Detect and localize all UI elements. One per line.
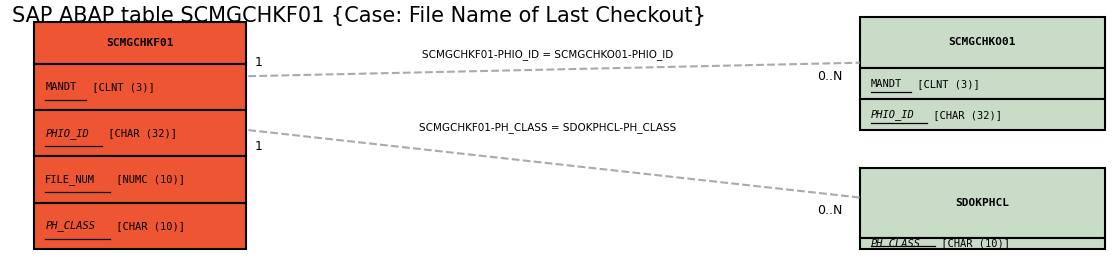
Bar	[35, 110, 246, 156]
Bar	[860, 68, 1105, 99]
Bar	[860, 99, 1105, 130]
Text: 1: 1	[255, 56, 262, 69]
Text: 0..N: 0..N	[818, 70, 843, 83]
Bar	[860, 238, 1105, 249]
Text: [CHAR (32)]: [CHAR (32)]	[927, 109, 1002, 120]
Text: SCMGCHKO01: SCMGCHKO01	[948, 37, 1016, 47]
Bar	[860, 168, 1105, 238]
Bar	[35, 64, 246, 110]
Text: SCMGCHKF01: SCMGCHKF01	[106, 38, 174, 48]
Bar	[860, 17, 1105, 68]
Text: SCMGCHKF01-PHIO_ID = SCMGCHKO01-PHIO_ID: SCMGCHKF01-PHIO_ID = SCMGCHKO01-PHIO_ID	[422, 49, 672, 60]
Text: 0..N: 0..N	[818, 205, 843, 218]
Text: [CLNT (3)]: [CLNT (3)]	[86, 82, 154, 92]
Text: PHIO_ID: PHIO_ID	[46, 128, 89, 139]
Text: SAP ABAP table SCMGCHKF01 {Case: File Name of Last Checkout}: SAP ABAP table SCMGCHKF01 {Case: File Na…	[12, 6, 706, 26]
Text: PH_CLASS: PH_CLASS	[46, 220, 95, 231]
Text: [CHAR (10)]: [CHAR (10)]	[109, 221, 184, 231]
Text: MANDT: MANDT	[46, 82, 77, 92]
Text: PH_CLASS: PH_CLASS	[871, 238, 920, 249]
Bar	[35, 202, 246, 249]
Text: FILE_NUM: FILE_NUM	[46, 174, 95, 185]
Text: SDOKPHCL: SDOKPHCL	[955, 198, 1010, 208]
Text: [CLNT (3)]: [CLNT (3)]	[911, 79, 980, 89]
Text: PHIO_ID: PHIO_ID	[871, 109, 915, 120]
Text: SCMGCHKF01-PH_CLASS = SDOKPHCL-PH_CLASS: SCMGCHKF01-PH_CLASS = SDOKPHCL-PH_CLASS	[419, 122, 676, 133]
Text: 1: 1	[255, 140, 262, 153]
Text: [CHAR (32)]: [CHAR (32)]	[102, 128, 176, 138]
Text: [NUMC (10)]: [NUMC (10)]	[109, 175, 184, 185]
Bar	[35, 156, 246, 202]
Bar	[35, 22, 246, 64]
Text: MANDT: MANDT	[871, 79, 903, 89]
Text: [CHAR (10)]: [CHAR (10)]	[935, 238, 1010, 248]
